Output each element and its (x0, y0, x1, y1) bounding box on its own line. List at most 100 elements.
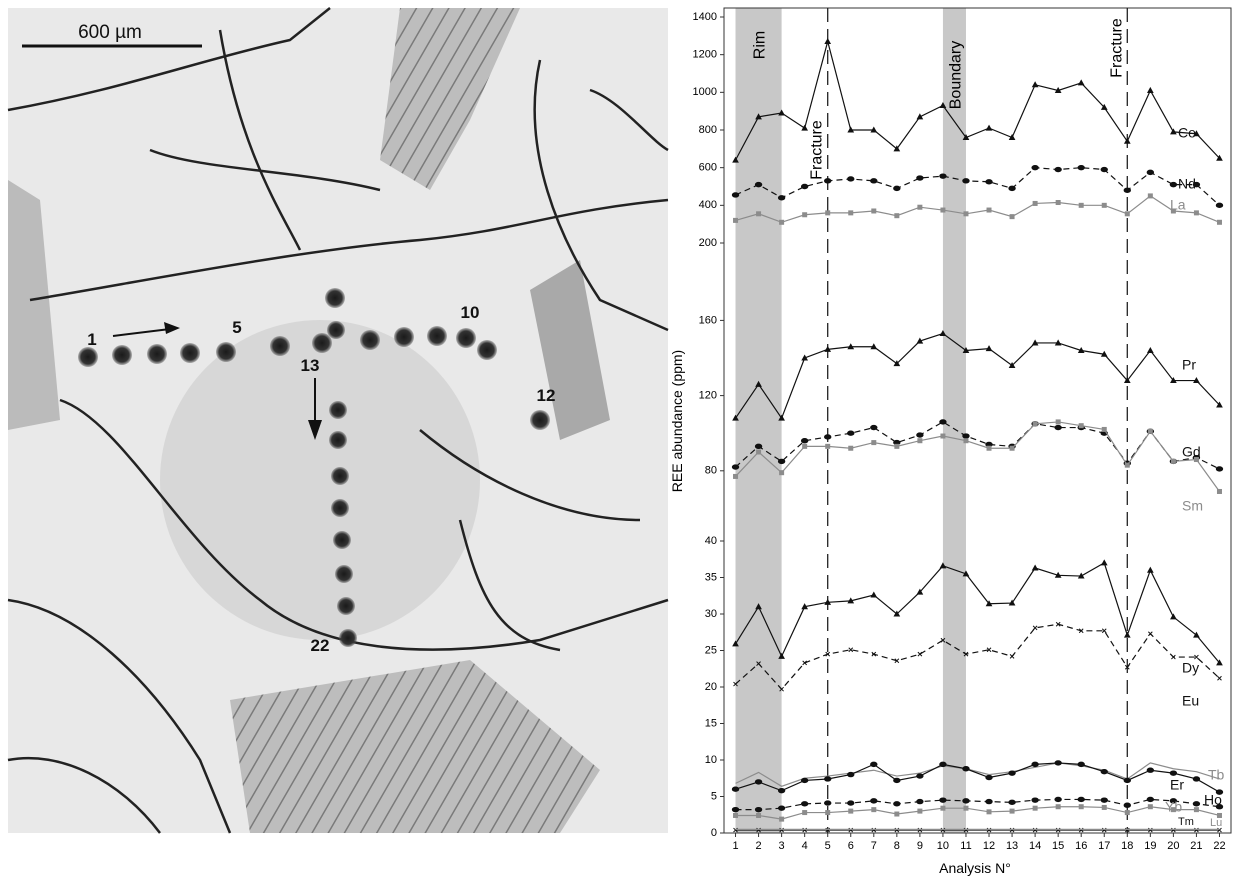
point (777, 458, 786, 465)
point (871, 651, 877, 657)
point (1146, 767, 1155, 773)
point (1009, 808, 1015, 814)
shaded-band (942, 8, 966, 833)
point (894, 827, 900, 833)
arrows (112, 328, 316, 425)
point (779, 827, 784, 833)
point (848, 808, 854, 814)
point (871, 440, 877, 446)
point (1146, 796, 1155, 803)
fracture-label: Fracture (1108, 18, 1125, 78)
point (916, 175, 924, 181)
point (940, 207, 946, 213)
point (847, 800, 855, 806)
point (1031, 797, 1039, 803)
point (963, 827, 969, 833)
point (1100, 559, 1108, 566)
point (1100, 768, 1108, 775)
point (1054, 166, 1062, 173)
point (733, 827, 738, 833)
point (893, 777, 901, 784)
point (1215, 202, 1224, 209)
point (870, 424, 878, 431)
point (824, 178, 832, 184)
point (755, 113, 762, 120)
point (917, 827, 923, 833)
point (894, 443, 900, 449)
point (800, 777, 809, 784)
point (755, 380, 762, 387)
point (1101, 202, 1107, 208)
point (825, 827, 831, 833)
point (1009, 827, 1015, 833)
series-line (735, 332, 1220, 420)
y-tick-label: 1400 (693, 11, 717, 23)
point (1216, 401, 1223, 408)
x-tick-label: 10 (937, 840, 949, 852)
point (1194, 654, 1199, 660)
point (1217, 675, 1222, 681)
point (1192, 776, 1201, 782)
y-tick-label: 5 (711, 790, 717, 802)
point (1032, 827, 1038, 833)
point (893, 185, 901, 192)
point (1124, 211, 1130, 217)
point (1100, 103, 1108, 110)
arrow-head (164, 322, 180, 334)
point (802, 810, 808, 816)
y-axis-label: REE abundance (ppm) (669, 350, 685, 492)
point (848, 210, 854, 216)
point (870, 761, 878, 768)
point (779, 219, 785, 225)
x-tick-label: 3 (779, 840, 785, 852)
point (1124, 827, 1130, 833)
point (1009, 445, 1015, 451)
point (871, 807, 877, 813)
point (962, 346, 970, 353)
point (1170, 613, 1177, 620)
series-label: Ce (1178, 125, 1196, 141)
point (824, 598, 832, 605)
point (939, 330, 947, 337)
point (1008, 134, 1016, 141)
point (1169, 770, 1178, 776)
point (848, 647, 854, 653)
point (847, 126, 855, 133)
point (778, 652, 785, 659)
point (1008, 599, 1016, 606)
point (848, 827, 854, 833)
point (1077, 796, 1085, 803)
point (916, 113, 924, 120)
point (1216, 154, 1223, 161)
point (1100, 166, 1108, 173)
point (939, 173, 947, 179)
point (1054, 86, 1062, 93)
point (1123, 777, 1131, 784)
point (733, 812, 739, 818)
point (800, 183, 809, 190)
y-tick-label: 10 (705, 754, 717, 766)
point (1077, 761, 1085, 768)
point (1216, 659, 1223, 666)
y-tick-label: 1200 (693, 49, 717, 61)
dark-grain (8, 180, 60, 430)
series-label: Eu (1182, 693, 1199, 709)
point (731, 806, 740, 813)
point (1031, 564, 1039, 571)
point (1215, 804, 1224, 810)
point (916, 337, 924, 344)
point (1031, 339, 1039, 346)
series-line (735, 762, 1220, 787)
point (1146, 346, 1154, 353)
x-tick-label: 4 (802, 840, 808, 852)
point (800, 801, 809, 807)
point (1193, 631, 1200, 638)
series-line (735, 421, 1220, 470)
point (986, 809, 992, 815)
point (1123, 187, 1131, 193)
series-line (735, 195, 1220, 223)
point (756, 661, 761, 666)
x-tick-label: 19 (1144, 840, 1156, 852)
point (1008, 799, 1016, 806)
